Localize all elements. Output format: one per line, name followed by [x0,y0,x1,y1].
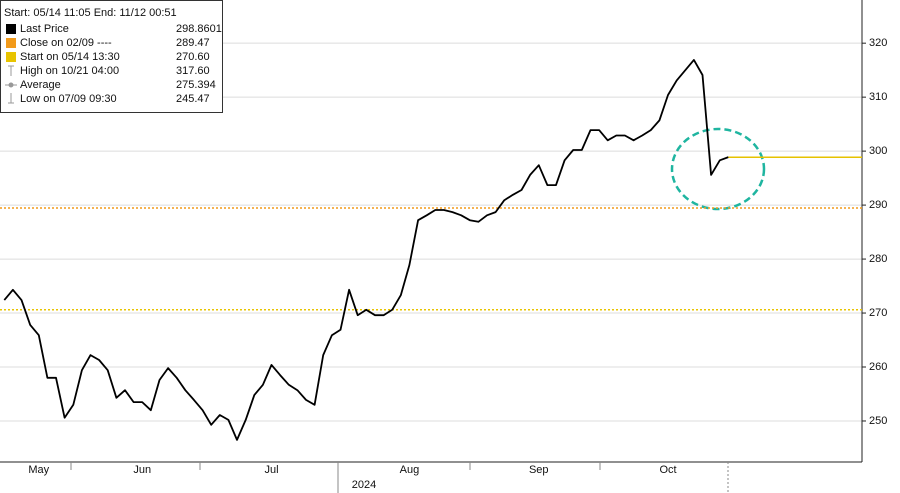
legend-value: 289.47 [176,37,210,49]
legend-name: Average [20,79,61,91]
x-tick-label: Jun [133,464,151,476]
y-tick-label: 260 [869,361,887,373]
legend-value: 275.394 [176,79,216,91]
y-tick-label: 300 [869,145,887,157]
x-tick-label: Sep [529,464,549,476]
y-tick-label: 310 [869,91,887,103]
highlight-circle [670,127,766,211]
average-dot [8,82,14,88]
legend-box [0,0,223,113]
legend-value: 298.8601 [176,23,222,35]
legend-subtitle: Start: 05/14 11:05 End: 11/12 00:51 [4,7,177,19]
legend-swatch [6,24,16,34]
x-tick-label: May [28,464,49,476]
high-glyph [8,65,14,76]
x-tick-label: Aug [400,464,420,476]
legend-name: Last Price [20,23,69,35]
y-tick-label: 270 [869,307,887,319]
y-tick-label: 250 [869,415,887,427]
legend-swatch [6,38,16,48]
legend: Start: 05/14 11:05 End: 11/12 00:51 Last… [0,0,223,113]
x-tick-label: Jul [264,464,278,476]
y-tick-label: 280 [869,253,887,265]
legend-name: Start on 05/14 13:30 [20,51,120,63]
legend-name: Low on 07/09 09:30 [20,93,117,105]
month-separators [70,462,729,493]
legend-swatch [6,52,16,62]
x-axis-label: 2024 [352,479,376,491]
legend-value: 270.60 [176,51,210,63]
x-tick-label: Oct [659,464,676,476]
price-line [3,59,729,441]
y-tick-label: 290 [869,199,887,211]
legend-name: High on 10/21 04:00 [20,65,119,77]
low-glyph [8,93,14,104]
legend-value: 317.60 [176,65,210,77]
legend-name: Close on 02/09 ---- [20,37,112,49]
y-tick-label: 320 [869,37,887,49]
legend-glyphs [5,65,17,104]
legend-value: 245.47 [176,93,210,105]
